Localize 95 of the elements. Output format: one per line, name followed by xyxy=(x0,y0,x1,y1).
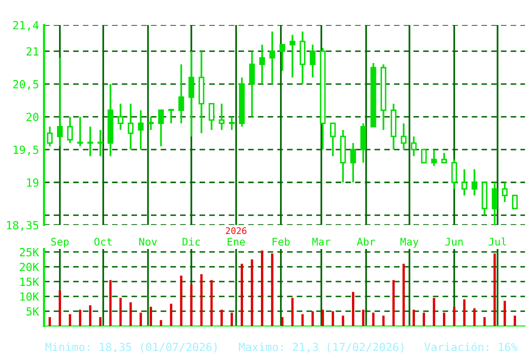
candlestick xyxy=(97,129,104,157)
candlestick xyxy=(168,108,174,124)
x-tick-label: Abr xyxy=(356,238,376,246)
text: Variación: 16% xyxy=(424,342,518,352)
candlestick xyxy=(77,116,83,148)
x-tick-label: Ene xyxy=(228,238,245,246)
candlestick xyxy=(472,168,478,196)
bar xyxy=(352,292,354,326)
x-tick-label: Mar xyxy=(312,238,330,246)
candlestick xyxy=(410,136,417,157)
bar xyxy=(180,276,182,326)
x-tick-label: Nov xyxy=(139,238,157,246)
candlestick xyxy=(441,152,447,164)
candlestick xyxy=(400,122,407,150)
x-tick-label: Jul xyxy=(488,238,506,246)
bar xyxy=(332,311,334,326)
candlestick xyxy=(421,148,427,164)
bar xyxy=(514,316,516,326)
candlestick xyxy=(300,30,306,85)
candlestick xyxy=(360,122,366,164)
y-tick-label: 15K xyxy=(20,278,40,286)
bar xyxy=(140,312,142,326)
bar xyxy=(453,306,456,326)
candlestick xyxy=(502,182,508,203)
text: 2026 xyxy=(226,227,246,234)
candlestick xyxy=(228,116,235,131)
text: Minimo: 18,35 (01/07/2026) xyxy=(46,342,217,353)
bar xyxy=(402,264,405,326)
y-tick-label: 21,4 xyxy=(13,21,39,31)
bar xyxy=(322,310,324,326)
bar xyxy=(504,300,506,326)
candlestick xyxy=(46,126,53,148)
candlestick xyxy=(158,109,164,148)
y-tick-label: 20K xyxy=(20,262,40,272)
x-tick-label: Feb xyxy=(272,238,290,246)
bar xyxy=(220,310,223,326)
y-tick-label: 20,5 xyxy=(13,80,38,90)
bar xyxy=(240,264,244,326)
candlestick xyxy=(431,148,437,167)
y-tick-label: 18,35 xyxy=(7,221,38,231)
bar xyxy=(463,299,466,326)
y-tick-label: 10K xyxy=(20,292,40,301)
bar xyxy=(230,312,233,326)
bar xyxy=(190,284,192,326)
candlestick xyxy=(492,182,498,225)
bar xyxy=(412,310,415,326)
y-tick-label: 5K xyxy=(26,307,40,316)
bar xyxy=(150,306,152,326)
y-tick-label: 19 xyxy=(27,178,38,187)
candlestick xyxy=(128,102,134,150)
bar xyxy=(281,317,284,326)
candlestick xyxy=(138,109,144,150)
candlestick xyxy=(118,102,124,131)
candlestick xyxy=(218,102,225,131)
x-tick-label: Oct xyxy=(94,238,112,246)
y-tick-label: 21 xyxy=(26,47,38,56)
x-tick-label: May xyxy=(400,238,418,248)
candlestick xyxy=(269,30,276,85)
candlestick xyxy=(148,116,154,131)
bar xyxy=(78,310,82,326)
candlestick xyxy=(87,126,94,157)
x-tick-label: Sep xyxy=(51,238,69,248)
bar xyxy=(422,312,426,326)
bar xyxy=(130,302,132,326)
candlestick xyxy=(259,44,265,85)
bar xyxy=(442,312,446,326)
candlestick xyxy=(310,44,316,78)
bar xyxy=(89,305,92,326)
x-tick-label: Dic xyxy=(182,238,200,246)
bar xyxy=(372,312,374,326)
y-tick-label: 19,5 xyxy=(14,146,38,156)
candlestick xyxy=(178,64,184,124)
candlestick xyxy=(350,142,356,184)
bar xyxy=(260,250,264,326)
candlestick xyxy=(279,44,286,72)
bar xyxy=(494,253,496,326)
candlestick xyxy=(67,116,73,144)
bar xyxy=(48,317,51,326)
candlestick xyxy=(461,168,468,196)
candlestick xyxy=(290,34,296,78)
bar xyxy=(362,310,364,326)
bar xyxy=(271,253,274,326)
y-tick-label: 20 xyxy=(26,112,38,122)
bar xyxy=(170,304,172,326)
bar xyxy=(99,317,102,326)
bar xyxy=(58,290,62,326)
x-tick-label: Jun xyxy=(445,238,463,246)
text: Maximo: 21,3 (17/02/2026) xyxy=(238,342,404,353)
candlestick xyxy=(330,122,336,157)
y-tick-label: 25K xyxy=(20,248,40,256)
bar xyxy=(312,311,314,326)
candlestick xyxy=(208,102,214,131)
candlestick xyxy=(512,194,518,210)
candlestick xyxy=(451,158,458,190)
candlestick xyxy=(249,50,255,118)
